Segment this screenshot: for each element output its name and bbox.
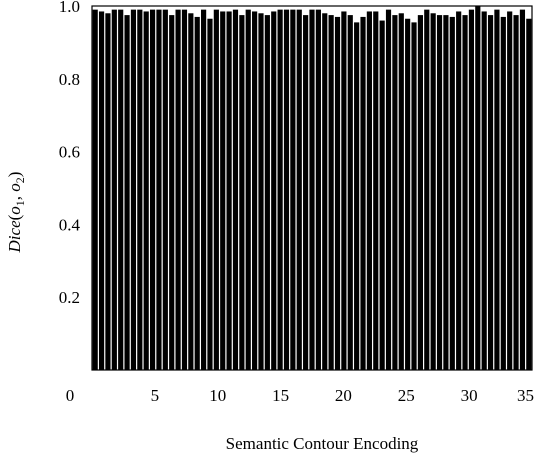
x-tick-label: 5	[151, 386, 160, 405]
bar	[162, 9, 168, 370]
x-tick-label: 25	[398, 386, 415, 405]
bar	[156, 9, 162, 370]
bars-group	[92, 6, 532, 371]
bar	[475, 6, 481, 370]
bar	[111, 9, 117, 370]
y-label-o1: o	[5, 206, 24, 215]
bar	[500, 16, 506, 370]
bar	[519, 9, 526, 370]
x-tick-label: 20	[335, 386, 352, 405]
bar	[130, 9, 137, 370]
bar	[347, 15, 353, 370]
bar	[149, 9, 156, 370]
bar	[258, 13, 264, 371]
bar	[124, 15, 130, 370]
bar	[334, 16, 341, 370]
bar	[341, 11, 347, 371]
bar	[213, 9, 219, 370]
bar	[507, 11, 513, 371]
y-tick-label: 0.6	[59, 143, 80, 162]
y-label-main: Dice	[5, 220, 24, 254]
y-tick-label: 0.2	[59, 288, 80, 307]
bar	[398, 13, 404, 371]
y-label-comma: ,	[5, 192, 24, 201]
bar	[462, 15, 468, 370]
y-tick-label: 0.8	[59, 70, 80, 89]
bar	[468, 9, 475, 370]
bar	[373, 11, 379, 371]
bar	[232, 9, 239, 370]
bar	[366, 11, 372, 371]
x-tick-label: 30	[461, 386, 478, 405]
bar	[379, 20, 385, 371]
bar	[201, 9, 207, 370]
bar	[424, 9, 430, 370]
bar	[328, 15, 334, 370]
bar	[354, 22, 360, 370]
bar	[188, 13, 194, 371]
bar	[118, 9, 124, 370]
bar	[385, 9, 392, 370]
bar	[315, 9, 321, 370]
bar	[105, 13, 111, 371]
bar	[175, 9, 181, 370]
bar	[449, 16, 455, 370]
plot-frame	[91, 5, 533, 371]
bar	[143, 11, 149, 371]
bar	[526, 18, 532, 371]
bar	[271, 11, 277, 371]
y-tick-label: 0.4	[59, 215, 81, 234]
bar	[277, 9, 283, 370]
y-label-sub2: 2	[13, 177, 27, 183]
bar	[430, 13, 436, 371]
bar	[220, 11, 226, 371]
bar	[405, 18, 411, 371]
bar	[481, 11, 487, 371]
bar	[194, 16, 200, 370]
x-axis-label: Semantic Contour Encoding	[226, 434, 419, 453]
bar	[513, 15, 519, 370]
bar	[494, 9, 500, 370]
bar	[290, 9, 296, 370]
bar	[411, 22, 417, 370]
bar	[92, 9, 98, 370]
bar	[309, 9, 315, 370]
bar	[303, 15, 309, 370]
x-tick-label: 35	[517, 386, 534, 405]
y-label-close: )	[5, 172, 24, 178]
bar	[239, 15, 245, 370]
y-ticks: 1.0 0.8 0.6 0.4 0.2	[59, 0, 81, 307]
bar	[137, 9, 143, 370]
bar	[322, 13, 328, 371]
bar	[98, 11, 105, 371]
bar	[264, 15, 270, 370]
y-label-sub1: 1	[13, 200, 27, 206]
bar	[207, 18, 213, 371]
bar	[252, 11, 258, 371]
bar	[392, 15, 398, 370]
y-label-open: (	[5, 214, 24, 220]
bar	[417, 15, 423, 370]
bar	[169, 15, 175, 370]
y-axis-label: Dice(o1, o2)	[5, 172, 27, 254]
x-ticks: 0 5 10 15 20 25 30 35	[66, 386, 534, 405]
bar	[456, 11, 462, 371]
bar	[226, 11, 232, 371]
y-label-o2: o	[5, 183, 24, 192]
bar	[360, 16, 366, 370]
y-tick-label: 1.0	[59, 0, 80, 16]
bar	[443, 15, 449, 370]
bar	[436, 15, 443, 370]
bar	[245, 9, 251, 370]
bar	[181, 9, 188, 370]
x-tick-label: 10	[209, 386, 226, 405]
bar	[296, 9, 302, 370]
bar	[283, 9, 290, 370]
x-tick-label: 15	[272, 386, 289, 405]
x-tick-label: 0	[66, 386, 75, 405]
bar	[487, 15, 494, 370]
